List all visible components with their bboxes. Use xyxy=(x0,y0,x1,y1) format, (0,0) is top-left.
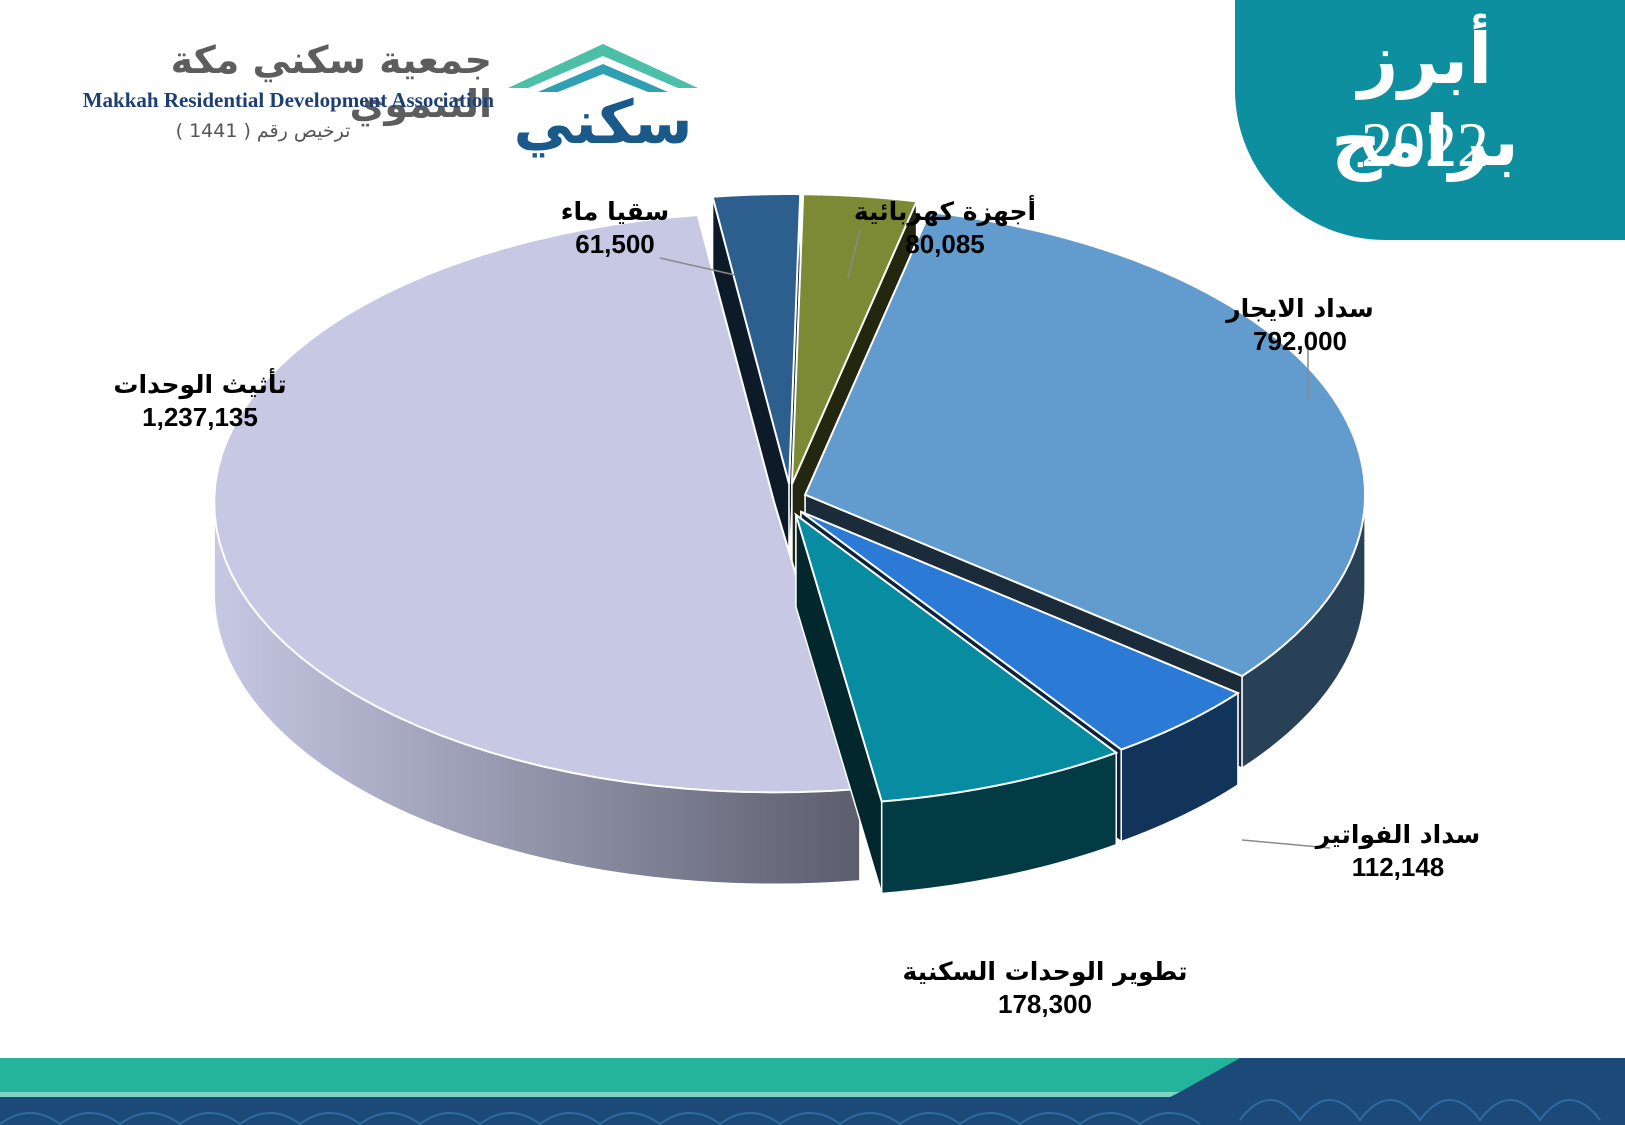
slice-value-label: 792,000 xyxy=(1253,326,1347,356)
slice-label: سقيا ماء 61,500 xyxy=(455,195,775,261)
slice-top-face xyxy=(803,210,1367,678)
leader-line xyxy=(847,229,861,279)
logo-english-name: Makkah Residential Development Associati… xyxy=(82,88,494,112)
slice-top-face xyxy=(800,510,1241,751)
slice-category-label: أجهزة كهربائية xyxy=(853,197,1037,226)
slice-category-label: سداد الايجار xyxy=(1226,294,1374,323)
logo-brand: سكني xyxy=(513,88,693,158)
pie-slice xyxy=(794,512,1119,895)
slice-top-face xyxy=(790,193,919,485)
title-panel: أبرز برامج 2022 xyxy=(1235,0,1625,240)
slice-value-label: 178,300 xyxy=(998,989,1092,1019)
slice-label: تأثيث الوحدات 1,237,135 xyxy=(40,368,360,434)
slice-category-label: تطوير الوحدات السكنية xyxy=(902,957,1188,986)
slice-label: سداد الايجار 792,000 xyxy=(1140,292,1460,358)
logo-arabic-name: جمعية سكني مكة التنموي xyxy=(170,38,492,126)
slice-top-face xyxy=(213,213,862,794)
pie-slice xyxy=(213,213,862,886)
slice-top-face xyxy=(711,193,802,485)
slice-category-label: تأثيث الوحدات xyxy=(113,370,287,399)
leader-line xyxy=(1241,839,1331,849)
slice-value-label: 61,500 xyxy=(575,229,655,259)
slice-top-face xyxy=(794,512,1119,803)
slice-category-label: سداد الفواتير xyxy=(1315,820,1481,849)
footer-band xyxy=(0,1050,1625,1125)
slice-value-label: 112,148 xyxy=(1351,852,1445,882)
slice-label: تطوير الوحدات السكنية 178,300 xyxy=(885,955,1205,1021)
slice-label: سداد الفواتير 112,148 xyxy=(1238,818,1558,884)
slice-category-label: سقيا ماء xyxy=(560,197,670,226)
association-logo: جمعية سكني مكة التنموي Makkah Residentia… xyxy=(28,28,698,158)
page-year: 2022 xyxy=(1361,109,1489,180)
roof-icon xyxy=(508,44,698,92)
leader-line xyxy=(659,257,736,276)
page-title: أبرز برامج xyxy=(1331,18,1519,182)
pie-chart xyxy=(213,193,1367,895)
slice-value-label: 80,085 xyxy=(905,229,985,259)
slice-value-label: 1,237,135 xyxy=(142,402,258,432)
slice-label: أجهزة كهربائية 80,085 xyxy=(785,195,1105,261)
logo-license: ترخيص رقم ( 1441 ) xyxy=(175,120,351,142)
